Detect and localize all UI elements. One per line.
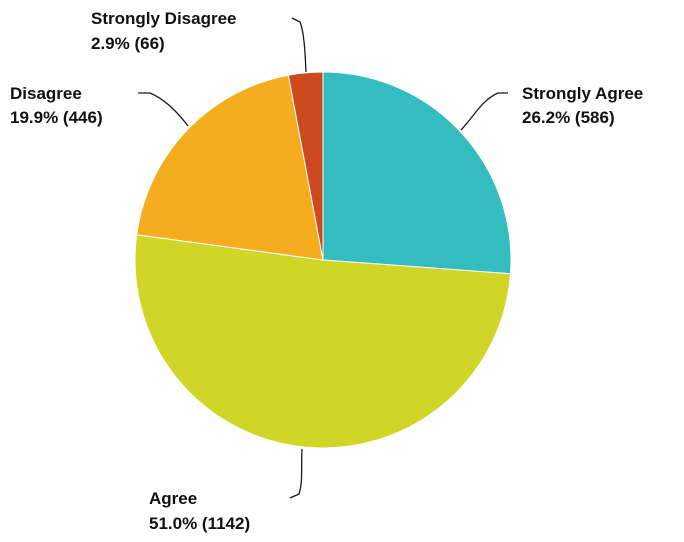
slice-value-agree: 51.0% (1142) — [149, 514, 250, 533]
slice-label-strongly-disagree: Strongly Disagree — [91, 9, 237, 28]
leader-line-agree — [289, 448, 303, 499]
labels-layer: Strongly Agree 26.2% (586) Agree 51.0% (… — [10, 9, 643, 533]
leader-line-disagree — [138, 92, 189, 127]
pie-slice-strongly-disagree — [287, 71, 324, 261]
pie-slice-agree — [134, 234, 512, 449]
slice-value-disagree: 19.9% (446) — [10, 108, 103, 127]
leader-line-strongly-disagree — [291, 17, 307, 73]
pie-slice-strongly-agree — [322, 71, 512, 275]
slice-label-disagree: Disagree — [10, 84, 82, 103]
leaders-layer — [138, 17, 508, 499]
slices-layer — [134, 71, 512, 449]
slice-label-agree: Agree — [149, 489, 197, 508]
slice-value-strongly-agree: 26.2% (586) — [522, 108, 615, 127]
pie-slice-disagree — [136, 74, 324, 261]
leader-line-strongly-agree — [460, 92, 508, 131]
slice-label-strongly-agree: Strongly Agree — [522, 84, 643, 103]
slice-value-strongly-disagree: 2.9% (66) — [91, 34, 165, 53]
